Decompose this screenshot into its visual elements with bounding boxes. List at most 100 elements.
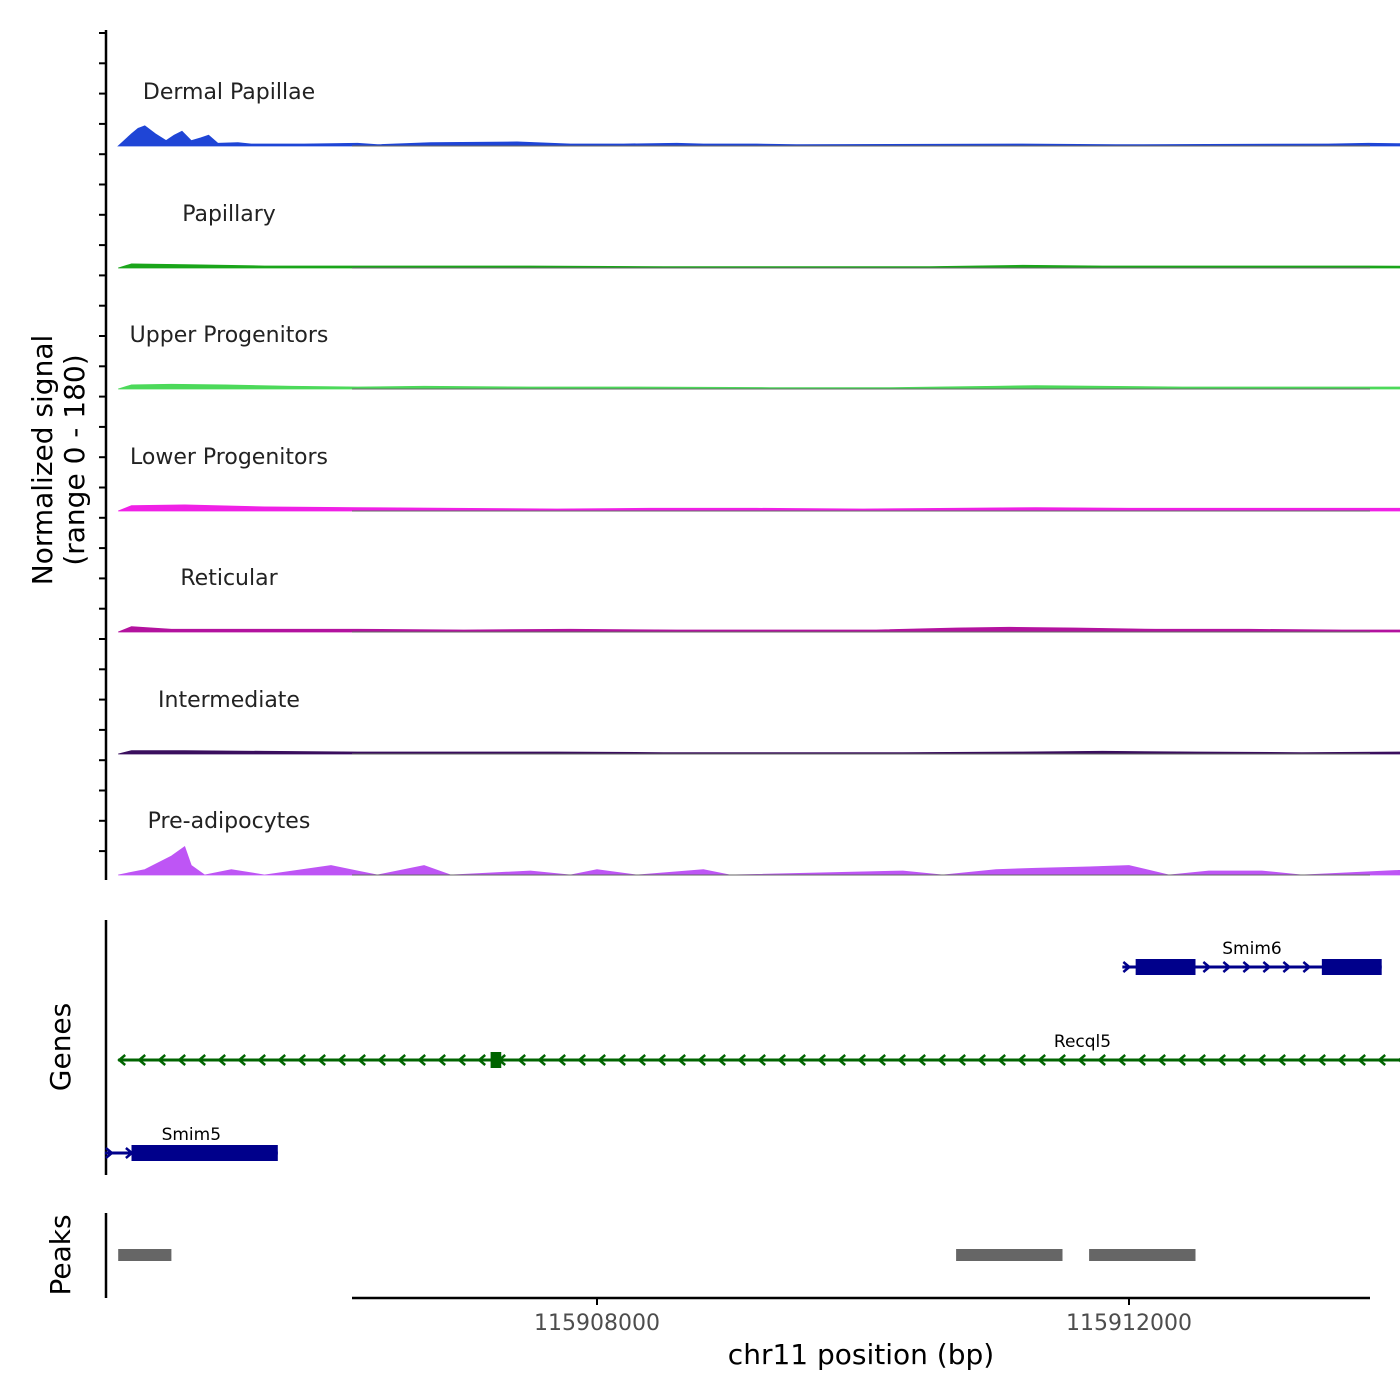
strand-arrow: [1277, 1054, 1287, 1066]
strand-arrow: [357, 1054, 367, 1066]
strand-arrow: [977, 1054, 987, 1066]
gene-exon: [1321, 959, 1382, 975]
peak-region: [1089, 1249, 1196, 1261]
strand-arrow: [277, 1054, 287, 1066]
gene-label: Smim5: [162, 1125, 221, 1145]
coverage-area: [117, 125, 1400, 147]
strand-arrow: [337, 1054, 347, 1066]
strand-arrow: [257, 1054, 267, 1066]
gene-exon: [1135, 959, 1196, 975]
strand-arrow: [597, 1054, 607, 1066]
strand-arrow: [1377, 1054, 1387, 1066]
strand-arrow: [637, 1054, 647, 1066]
strand-arrow: [997, 1054, 1007, 1066]
peak-region: [956, 1249, 1063, 1261]
strand-arrow: [777, 1054, 787, 1066]
strand-arrow: [797, 1054, 807, 1066]
strand-arrow: [557, 1054, 567, 1066]
strand-arrow: [1117, 1054, 1127, 1066]
strand-arrow: [817, 1054, 827, 1066]
strand-arrow: [417, 1054, 427, 1066]
strand-arrow: [1137, 1054, 1147, 1066]
strand-arrow: [577, 1054, 587, 1066]
coverage-area: [118, 383, 1400, 390]
genes-axis-title: Genes: [44, 1003, 77, 1091]
strand-arrow: [377, 1054, 387, 1066]
strand-arrow: [517, 1054, 527, 1066]
x-tick-label: 115908000: [534, 1311, 660, 1336]
strand-arrow: [1257, 1054, 1267, 1066]
strand-arrow: [757, 1054, 767, 1066]
peak-region: [118, 1249, 172, 1261]
track-label: Papillary: [182, 202, 276, 227]
strand-arrow: [1097, 1054, 1107, 1066]
strand-arrow: [1397, 1057, 1400, 1063]
strand-arrow: [957, 1054, 967, 1066]
strand-arrow: [897, 1054, 907, 1066]
coverage-tracks: [117, 125, 1400, 876]
y-axis-title: Normalized signal (range 0 - 180): [26, 335, 91, 586]
gene-exon: [490, 1052, 502, 1068]
strand-arrow: [1037, 1054, 1047, 1066]
strand-arrow: [1357, 1054, 1367, 1066]
strand-arrow: [317, 1054, 327, 1066]
track-labels: Dermal Papillae Papillary Upper Progenitor…: [130, 80, 329, 834]
gene-label: Smim6: [1222, 939, 1281, 959]
strand-arrow: [537, 1054, 547, 1066]
x-axis-title: chr11 position (bp): [728, 1338, 994, 1371]
track-label: Upper Progenitors: [130, 323, 329, 348]
strand-arrow: [105, 1147, 114, 1159]
strand-arrow: [197, 1054, 207, 1066]
strand-arrow: [1057, 1054, 1067, 1066]
x-tick-label: 115912000: [1066, 1311, 1192, 1336]
strand-arrow: [1217, 1054, 1227, 1066]
strand-arrow: [1202, 961, 1212, 973]
coverage-area: [118, 845, 1400, 876]
strand-arrow: [857, 1054, 867, 1066]
coverage-area: [118, 263, 1400, 269]
strand-arrow: [457, 1054, 467, 1066]
strand-arrow: [297, 1054, 307, 1066]
track-label: Lower Progenitors: [130, 445, 328, 470]
strand-arrow: [617, 1054, 627, 1066]
gene-label: Recql5: [1054, 1032, 1111, 1052]
strand-arrow: [1337, 1054, 1347, 1066]
track-label: Reticular: [180, 566, 278, 591]
track-label: Pre-adipocytes: [148, 809, 311, 834]
gene-annotations: Smim6 Recql5 Smim5: [104, 939, 1400, 1161]
strand-arrow: [837, 1054, 847, 1066]
strand-arrow: [1077, 1054, 1087, 1066]
strand-arrow: [1282, 961, 1292, 973]
strand-arrow: [1237, 1054, 1247, 1066]
strand-arrow: [117, 1054, 127, 1066]
strand-arrow: [237, 1054, 247, 1066]
coverage-area: [118, 504, 1400, 512]
y-axis-title-line2: (range 0 - 180): [58, 354, 91, 565]
track-label: Dermal Papillae: [143, 80, 315, 105]
strand-arrow: [717, 1054, 727, 1066]
strand-arrow: [937, 1054, 947, 1066]
coverage-area: [118, 750, 1400, 755]
strand-arrow: [1297, 1054, 1307, 1066]
strand-arrow: [1157, 1054, 1167, 1066]
strand-arrow: [157, 1054, 167, 1066]
strand-arrow: [1222, 961, 1232, 973]
peaks-axis-title: Peaks: [44, 1214, 77, 1295]
strand-arrow: [1017, 1054, 1027, 1066]
strand-arrow: [657, 1054, 667, 1066]
strand-arrow: [677, 1054, 687, 1066]
strand-arrow: [1242, 961, 1252, 973]
strand-arrow: [177, 1054, 187, 1066]
strand-arrow: [697, 1054, 707, 1066]
strand-arrow: [1197, 1054, 1207, 1066]
strand-arrow: [397, 1054, 407, 1066]
y-axis-title-line1: Normalized signal: [26, 335, 59, 586]
gene-exon: [131, 1145, 278, 1161]
x-axis-ticks: 115908000115912000115916000: [534, 1298, 1192, 1336]
strand-arrow: [437, 1054, 447, 1066]
coverage-y-ticks: [99, 32, 106, 853]
strand-arrow: [1262, 961, 1272, 973]
strand-arrow: [1177, 1054, 1187, 1066]
strand-arrow: [217, 1054, 227, 1066]
